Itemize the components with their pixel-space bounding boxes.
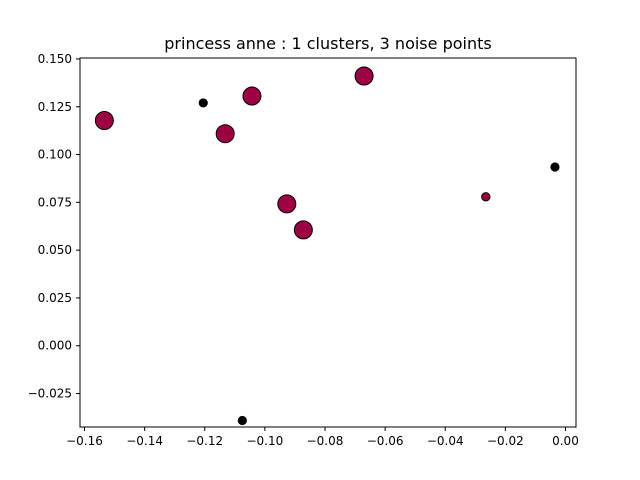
- y-tick-label: 0.075: [38, 195, 72, 209]
- y-tick-label: 0.000: [38, 339, 72, 353]
- x-tick-label: −0.10: [246, 434, 283, 448]
- y-tick-label: −0.025: [28, 387, 72, 401]
- x-tick-label: −0.14: [126, 434, 163, 448]
- x-tick-label: −0.02: [487, 434, 524, 448]
- axes: −0.16 −0.14 −0.12 −0.10 −0.08 −0.06 −0.04 −0.02…: [28, 52, 579, 448]
- chart-title: princess anne : 1 clusters, 3 noise poin…: [164, 34, 491, 53]
- noise-point: [198, 98, 208, 108]
- y-tick-label: 0.125: [38, 100, 72, 114]
- noise-point: [550, 162, 560, 172]
- x-tick-label: −0.08: [307, 434, 344, 448]
- cluster-point: [481, 192, 491, 202]
- x-tick-label: −0.04: [427, 434, 464, 448]
- y-tick-label: 0.150: [38, 52, 72, 66]
- x-tick-label: −0.12: [186, 434, 223, 448]
- cluster-point: [354, 66, 374, 86]
- y-tick-label: 0.100: [38, 148, 72, 162]
- data-points: [94, 66, 560, 426]
- cluster-point: [293, 220, 313, 240]
- x-tick-label: −0.16: [66, 434, 103, 448]
- cluster-point: [94, 111, 114, 131]
- cluster-point: [277, 194, 297, 214]
- plot-frame: [79, 57, 577, 428]
- y-tick-label: 0.050: [38, 243, 72, 257]
- cluster-point: [215, 124, 235, 144]
- x-tick-label: −0.06: [367, 434, 404, 448]
- noise-point: [237, 415, 247, 426]
- cluster-point: [242, 86, 262, 106]
- y-tick-label: 0.025: [38, 291, 72, 305]
- x-tick-label: 0.00: [552, 434, 579, 448]
